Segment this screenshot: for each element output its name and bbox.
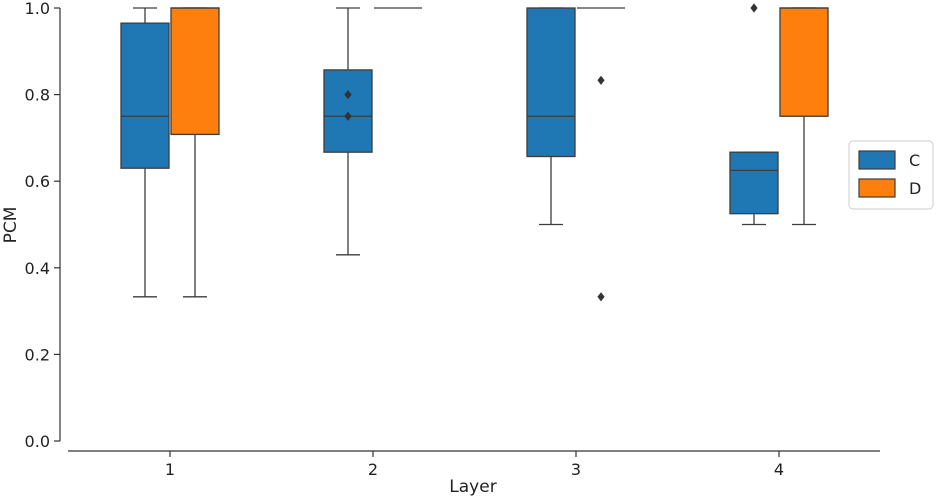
boxes-group <box>120 3 829 302</box>
outlier-point <box>750 3 758 13</box>
y-tick-label: 1.0 <box>25 0 50 18</box>
axes-group: 0.0 0.2 0.4 0.6 0.8 1.0 1 2 3 4 <box>25 0 880 479</box>
x-axis-title: Layer <box>449 477 496 497</box>
box-c <box>526 7 576 158</box>
legend: CD <box>848 140 934 210</box>
y-tick-label: 0.8 <box>25 86 50 105</box>
outlier-point <box>597 75 605 85</box>
box-d <box>170 7 220 136</box>
y-tick-label: 0.4 <box>25 259 50 278</box>
outlier-point <box>597 292 605 302</box>
box-d <box>779 7 829 117</box>
legend-label-c: C <box>909 151 920 170</box>
outlier-point <box>344 90 352 100</box>
x-tick-label: 1 <box>165 460 175 479</box>
x-tick-label: 4 <box>774 460 784 479</box>
outlier-point <box>344 111 352 121</box>
y-tick-label: 0.2 <box>25 345 50 364</box>
x-tick-label: 3 <box>571 460 581 479</box>
x-tick-label: 2 <box>368 460 378 479</box>
y-axis-title: PCM <box>1 207 21 244</box>
legend-label-d: D <box>909 179 921 198</box>
legend-swatch-c <box>858 150 896 170</box>
y-tick-label: 0.6 <box>25 172 50 191</box>
box-c <box>729 151 779 215</box>
legend-swatch-d <box>858 178 896 198</box>
box-c <box>323 69 373 153</box>
y-tick-label: 0.0 <box>25 432 50 451</box>
box-c <box>120 22 170 169</box>
